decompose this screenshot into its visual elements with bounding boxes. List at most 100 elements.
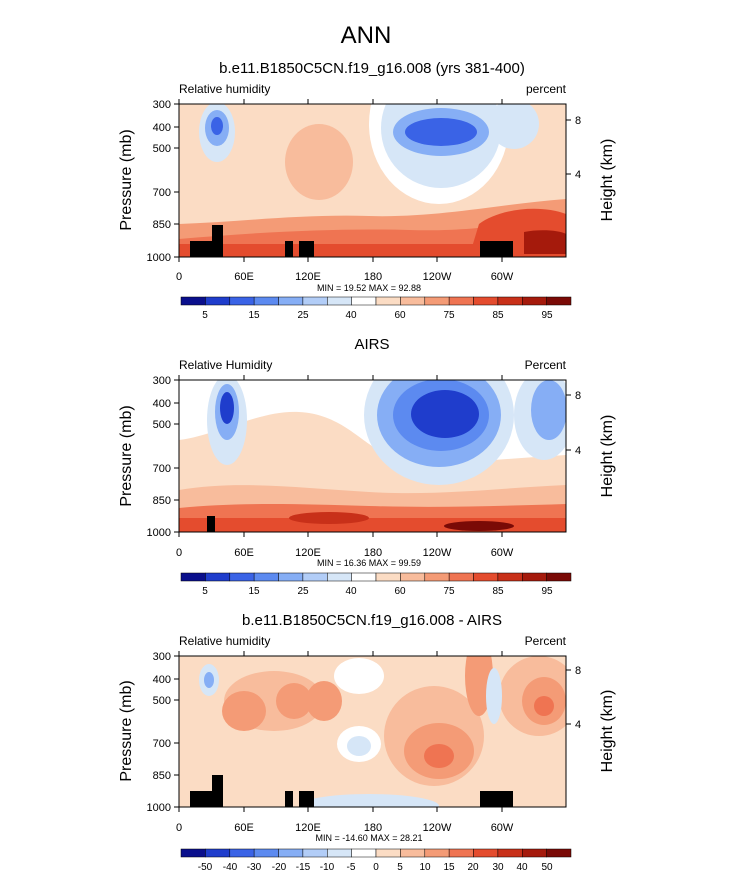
panel-2-left-label: Relative Humidity [179, 358, 272, 372]
panel-2-colorbar: 5 15 25 40 60 75 85 95 [180, 572, 572, 597]
panel-1-xtick-label: 0 [176, 271, 182, 283]
panel-1-colorbar-label: 5 [202, 310, 208, 321]
panel-2-ylabel: Pressure (mb) [118, 405, 135, 506]
panel-2-colorbar-label: 15 [248, 586, 260, 597]
panel-1-contour [179, 244, 566, 257]
panel-3-colorbar-label: 20 [467, 862, 479, 873]
panel-2-right-tick-label: 4 [575, 445, 581, 457]
panel-3-ytick-label: 400 [153, 674, 171, 686]
panel-2-ylabel-right: Height (km) [599, 415, 616, 498]
panel-1-ytick-label: 500 [153, 143, 171, 155]
panel-2-ytick-label: 1000 [147, 527, 171, 539]
panel-3-contour [306, 681, 342, 721]
panel-2-colorbar-label: 60 [394, 586, 406, 597]
panel-1-ytick-label: 700 [153, 187, 171, 199]
panel-3-land [480, 791, 513, 807]
panel-2-colorbar-label: 5 [202, 586, 208, 597]
panel-3-colorbar-label: -15 [296, 862, 311, 873]
panel-1: b.e11.B1850C5CN.f19_g16.008 (yrs 381-400… [118, 60, 616, 321]
panel-2-ytick-label: 850 [153, 495, 171, 507]
panel-3-contour [424, 744, 454, 768]
panel-3-right-tick-label: 4 [575, 719, 581, 731]
panel-1-xtick-label: 120W [423, 271, 452, 283]
panel-1-contour [211, 117, 223, 135]
panel-3-ytick-label: 700 [153, 738, 171, 750]
panel-1-xtick-label: 180 [364, 271, 382, 283]
panel-3-title: b.e11.B1850C5CN.f19_g16.008 - AIRS [242, 612, 502, 629]
panel-3-land [190, 791, 212, 807]
panel-2-xtick-label: 180 [364, 547, 382, 559]
panel-3-colorbar-label: -30 [247, 862, 262, 873]
panel-1-left-label: Relative humidity [179, 82, 270, 96]
panel-3-xtick-label: 120E [295, 822, 321, 834]
panel-3-contour [204, 672, 214, 688]
panel-3-colorbar-label: -50 [198, 862, 213, 873]
panel-3-xtick-label: 60W [491, 822, 514, 834]
panel-3-ticks [174, 651, 571, 812]
panel-2-xtick-label: 0 [176, 547, 182, 559]
panel-3: b.e11.B1850C5CN.f19_g16.008 - AIRS Relat… [118, 612, 616, 873]
panel-1-xtick-label: 120E [295, 271, 321, 283]
panel-1-ytick-label: 1000 [147, 252, 171, 264]
panel-3-right-tick-label: 8 [575, 665, 581, 677]
panel-1-colorbar-label: 85 [492, 310, 504, 321]
panel-3-colorbar-label: 0 [373, 862, 379, 873]
panel-1-ytick-label: 400 [153, 122, 171, 134]
panel-2-contour [289, 512, 369, 524]
panel-3-left-label: Relative humidity [179, 634, 270, 648]
panel-1-colorbar-label: 95 [541, 310, 553, 321]
panel-2-contour [220, 392, 234, 424]
panel-3-ytick-label: 850 [153, 770, 171, 782]
panel-2: AIRS Relative Humidity Percent [118, 336, 616, 597]
panel-1-land [480, 241, 513, 257]
panel-3-contour [222, 691, 266, 731]
panel-1-xtick-label: 60E [234, 271, 254, 283]
panel-2-ticks [174, 375, 571, 537]
panel-2-contour [531, 380, 566, 440]
panel-3-ytick-label: 300 [153, 651, 171, 663]
panel-2-xtick-label: 120W [423, 547, 452, 559]
panel-3-contour [534, 696, 554, 716]
panel-3-contour [465, 656, 493, 716]
panel-2-land [207, 516, 215, 532]
panel-1-xtick-label: 60W [491, 271, 514, 283]
panel-3-colorbar-label: -5 [347, 862, 356, 873]
panel-1-contour [405, 118, 477, 146]
panel-3-colorbar-label: 30 [492, 862, 504, 873]
panel-1-plot: 0 60E 120E 180 120W 60W 300 400 500 700 … [147, 99, 581, 293]
panel-3-colorbar-label: 5 [397, 862, 403, 873]
panel-2-title: AIRS [354, 336, 389, 353]
panel-1-title: b.e11.B1850C5CN.f19_g16.008 (yrs 381-400… [219, 60, 525, 77]
panel-3-colorbar-boxes [180, 848, 572, 858]
panel-1-land [212, 225, 223, 257]
panel-2-ytick-label: 500 [153, 419, 171, 431]
panel-3-colorbar-label: 15 [443, 862, 455, 873]
panel-3-ytick-label: 500 [153, 695, 171, 707]
panel-3-xtick-label: 0 [176, 822, 182, 834]
panel-3-xtick-label: 180 [364, 822, 382, 834]
panel-3-contour [299, 794, 439, 807]
panel-1-land [285, 241, 293, 257]
panel-3-contour [347, 736, 371, 756]
panel-2-colorbar-label: 25 [297, 586, 309, 597]
panel-3-ylabel-right: Height (km) [599, 690, 616, 773]
panel-3-colorbar: -50 -40 -30 -20 -15 -10 -5 0 5 10 15 20 … [180, 848, 572, 873]
panel-2-colorbar-label: 75 [443, 586, 455, 597]
panel-2-ytick-label: 400 [153, 398, 171, 410]
panel-1-colorbar-label: 75 [443, 310, 455, 321]
panel-3-land [285, 791, 293, 807]
panel-3-right-label: Percent [525, 634, 567, 648]
panel-1-ylabel: Pressure (mb) [118, 129, 135, 230]
panel-2-colorbar-label: 40 [345, 586, 357, 597]
panel-2-plot: 0 60E 120E 180 120W 60W 300 400 500 700 … [147, 375, 581, 568]
panel-3-colorbar-label: 10 [419, 862, 431, 873]
panel-1-colorbar-boxes [180, 296, 572, 306]
panel-1-land [299, 241, 314, 257]
panel-1-ylabel-right: Height (km) [599, 139, 616, 222]
panel-3-contour [334, 658, 384, 694]
panel-3-ylabel: Pressure (mb) [118, 680, 135, 781]
panel-1-contour [524, 230, 566, 254]
panel-2-right-tick-label: 8 [575, 390, 581, 402]
panel-2-right-label: Percent [525, 358, 567, 372]
